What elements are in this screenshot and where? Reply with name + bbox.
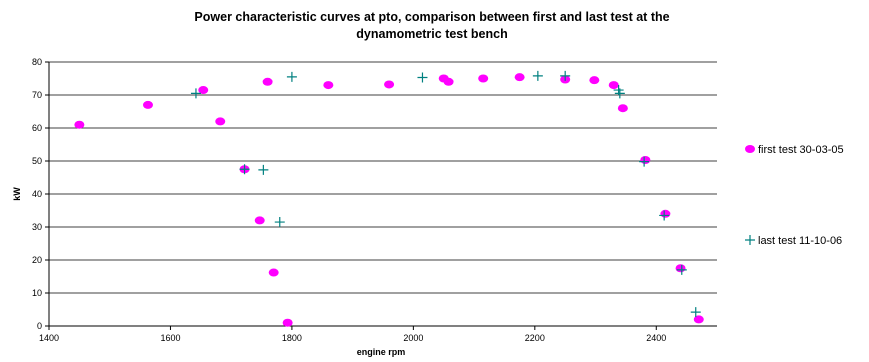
first-test-point-0 xyxy=(74,120,85,129)
y-tick-label-30: 30 xyxy=(32,222,42,232)
last-test-point-9 xyxy=(614,88,625,99)
first-test-point-2 xyxy=(198,86,209,95)
legend-label-last-test: last test 11-10-06 xyxy=(758,235,842,247)
last-test-point-4 xyxy=(286,71,297,82)
last-test-point-12 xyxy=(676,264,687,275)
last-test-point-7 xyxy=(560,70,571,81)
y-tick-label-10: 10 xyxy=(32,288,42,298)
legend-marker-plus xyxy=(745,235,755,245)
first-test-point-5 xyxy=(254,216,265,225)
y-axis-label: kW xyxy=(12,187,22,201)
first-test-point-6 xyxy=(262,77,273,86)
y-tick-label-60: 60 xyxy=(32,123,42,133)
first-test-point-19 xyxy=(640,156,651,165)
first-test-point-1 xyxy=(142,100,153,109)
first-test-point-21 xyxy=(675,264,686,273)
tick-labels: 0 10 20 30 40 50 60 70 80 1400 1600 1800 2000 2200 240… xyxy=(32,57,666,343)
legend-marker-circle xyxy=(745,145,755,153)
first-test-point-9 xyxy=(323,81,334,90)
axes xyxy=(45,61,717,330)
y-tick-label-40: 40 xyxy=(32,189,42,199)
x-tick-label-2000: 2000 xyxy=(403,333,423,343)
first-test-point-22 xyxy=(693,315,704,324)
last-test-point-10 xyxy=(639,156,650,167)
legend: first test 30-03-05 last test 11-10-06 xyxy=(745,144,844,247)
chart-title-line-1: Power characteristic curves at pto, comp… xyxy=(194,10,669,24)
x-tick-label-1400: 1400 xyxy=(39,333,59,343)
first-test-point-13 xyxy=(478,74,489,83)
x-tick-label-1800: 1800 xyxy=(282,333,302,343)
first-test-point-12 xyxy=(443,77,454,86)
x-tick-label-2400: 2400 xyxy=(646,333,666,343)
chart-title-line-2: dynamometric test bench xyxy=(356,27,507,41)
first-test-point-8 xyxy=(282,318,293,327)
y-tick-label-70: 70 xyxy=(32,90,42,100)
first-test-point-7 xyxy=(268,268,279,277)
last-test-point-11 xyxy=(659,210,670,221)
legend-label-first-test: first test 30-03-05 xyxy=(758,144,844,156)
first-test-point-10 xyxy=(384,80,395,89)
last-test-point-3 xyxy=(274,217,285,228)
legend-item-first-test: first test 30-03-05 xyxy=(745,144,844,156)
first-test-point-3 xyxy=(215,117,226,126)
last-test-point-13 xyxy=(690,307,701,318)
y-tick-label-80: 80 xyxy=(32,57,42,67)
y-tick-label-0: 0 xyxy=(37,321,42,331)
x-tick-label-2200: 2200 xyxy=(525,333,545,343)
last-test-point-1 xyxy=(239,164,250,175)
first-test-point-18 xyxy=(617,104,628,113)
first-test-point-17 xyxy=(608,81,619,90)
x-tick-label-1600: 1600 xyxy=(160,333,180,343)
y-tick-label-50: 50 xyxy=(32,156,42,166)
last-test-point-6 xyxy=(532,70,543,81)
legend-item-last-test: last test 11-10-06 xyxy=(745,235,842,247)
last-test-point-2 xyxy=(258,164,269,175)
first-test-point-16 xyxy=(589,76,600,85)
first-test-point-20 xyxy=(660,209,671,218)
data-points xyxy=(74,70,704,327)
first-test-point-14 xyxy=(514,73,525,82)
gridlines xyxy=(49,61,717,294)
last-test-point-0 xyxy=(190,88,201,99)
y-tick-label-20: 20 xyxy=(32,255,42,265)
last-test-point-5 xyxy=(417,72,428,83)
x-axis-label: engine rpm xyxy=(357,347,406,357)
